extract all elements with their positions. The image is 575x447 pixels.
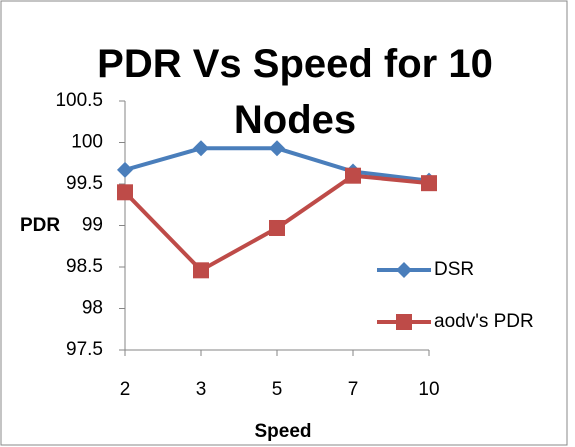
y-axis-label: PDR	[20, 215, 60, 236]
y-tick-label: 97.5	[66, 339, 103, 360]
y-tick-label: 100.5	[55, 90, 103, 111]
data-point	[269, 219, 285, 236]
y-tick-label: 99.5	[66, 173, 103, 194]
y-tick-label: 99	[82, 215, 103, 236]
x-tick-label: 10	[418, 379, 439, 400]
legend-label: aodv's PDR	[434, 311, 534, 332]
data-point	[421, 175, 437, 192]
y-tick-label: 100	[71, 132, 103, 153]
x-tick-label: 3	[196, 379, 207, 400]
x-axis-label: Speed	[254, 421, 311, 442]
x-tick-label: 7	[348, 379, 359, 400]
y-tick-label: 98	[82, 298, 103, 319]
x-tick-label: 2	[120, 379, 131, 400]
chart-title: PDR Vs Speed for 10 Nodes	[97, 42, 493, 142]
legend-marker	[396, 262, 412, 278]
y-tick-label: 98.5	[66, 256, 103, 277]
data-point	[117, 184, 133, 201]
data-point	[345, 167, 361, 184]
data-point	[117, 161, 133, 178]
legend-marker	[396, 314, 412, 330]
legend-label: DSR	[434, 259, 474, 280]
x-tick-label: 5	[272, 379, 283, 400]
data-point	[269, 140, 285, 157]
data-point	[193, 140, 209, 157]
data-point	[193, 262, 209, 279]
